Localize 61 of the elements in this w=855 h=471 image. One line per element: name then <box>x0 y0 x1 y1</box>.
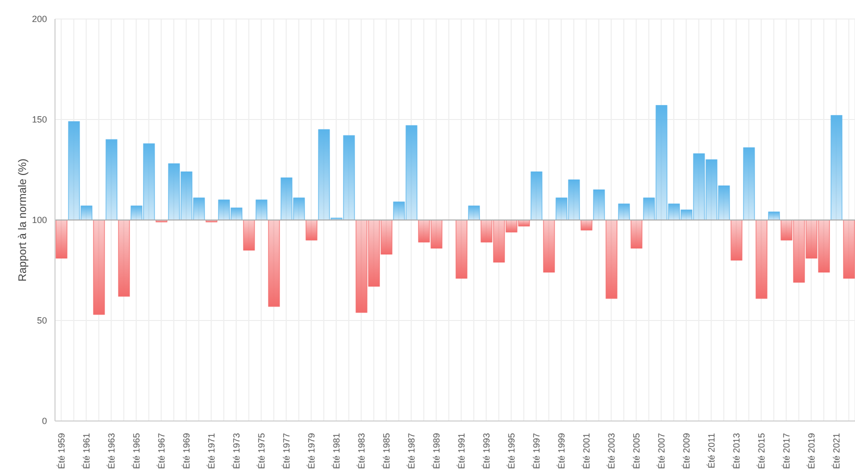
bar <box>268 220 280 307</box>
bar <box>580 220 592 230</box>
y-tick-label: 150 <box>32 114 47 125</box>
y-axis-title: Rapport à la normale (%) <box>16 158 29 282</box>
x-tick-label: Été 1983 <box>356 433 366 470</box>
bar <box>756 220 768 299</box>
x-tick-label: Été 1969 <box>181 433 192 470</box>
x-tick-label: Été 1977 <box>281 433 292 470</box>
x-tick-label: Été 1991 <box>456 433 466 470</box>
bar <box>530 171 542 220</box>
x-tick-label: Été 2013 <box>731 433 742 470</box>
bar <box>93 220 105 315</box>
x-tick-label: Été 1963 <box>106 433 116 470</box>
bar <box>830 115 842 220</box>
x-tick-label: Été 2015 <box>756 433 766 470</box>
x-tick-label: Été 1981 <box>331 433 342 470</box>
bar <box>593 190 605 220</box>
x-tick-label: Été 1961 <box>81 433 92 470</box>
bar <box>618 204 630 220</box>
x-tick-label: Été 1999 <box>556 433 566 470</box>
x-tick-label: Été 2011 <box>706 433 716 468</box>
x-tick-label: Été 2003 <box>606 433 616 470</box>
bar <box>118 220 130 297</box>
x-tick-label: Été 1993 <box>481 433 492 470</box>
x-tick-label: Été 2009 <box>681 433 692 470</box>
bar <box>630 220 642 248</box>
bar <box>768 212 780 220</box>
bar <box>56 220 68 258</box>
x-tick-label: Été 2017 <box>781 433 792 470</box>
y-tick-label: 100 <box>32 215 47 226</box>
x-tick-label: Été 1971 <box>206 433 216 470</box>
bar <box>843 220 855 279</box>
bar <box>606 220 618 299</box>
x-tick-label: Été 1989 <box>431 433 442 470</box>
bar <box>306 220 318 240</box>
x-tick-label: Été 1987 <box>406 433 416 470</box>
x-tick-label: Été 2019 <box>806 433 816 470</box>
x-tick-label: Été 2005 <box>631 433 642 470</box>
x-tick-label: Été 1979 <box>306 433 316 470</box>
bar <box>243 220 255 250</box>
x-tick-label: Été 2021 <box>831 433 842 470</box>
x-tick-label: Été 1975 <box>256 433 266 470</box>
bar <box>106 139 118 220</box>
x-tick-label: Été 2007 <box>656 433 666 470</box>
bar <box>743 147 755 220</box>
bar <box>456 220 468 279</box>
x-tick-label: Été 1967 <box>156 433 166 470</box>
x-tick-label: Été 2001 <box>581 433 592 470</box>
bar <box>730 220 742 260</box>
x-tick-label: Été 1997 <box>531 433 542 470</box>
y-tick-label: 50 <box>36 316 47 326</box>
x-tick-label: Été 1973 <box>231 433 242 470</box>
bar <box>256 200 268 220</box>
x-tick-label: Été 1965 <box>131 433 142 470</box>
bar <box>468 206 480 220</box>
bar <box>543 220 555 273</box>
x-tick-label: Été 1959 <box>56 433 66 470</box>
x-tick-label: Été 1985 <box>381 433 392 470</box>
y-tick-label: 0 <box>42 416 47 426</box>
y-tick-label: 200 <box>32 14 47 24</box>
x-tick-label: Été 1995 <box>506 433 516 470</box>
